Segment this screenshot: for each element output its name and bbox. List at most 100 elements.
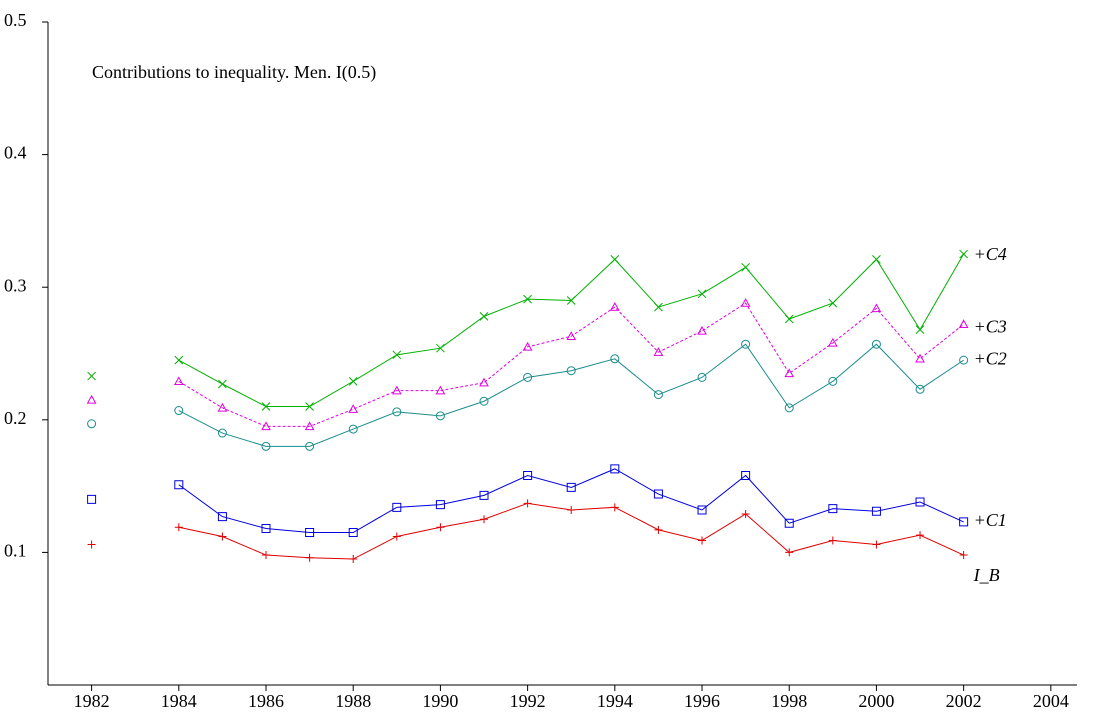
- point-marker: [261, 402, 271, 411]
- x-tick-label: 2004: [1033, 691, 1069, 711]
- point-marker: [480, 515, 489, 524]
- point-marker: [784, 403, 794, 413]
- point-marker: [828, 536, 837, 545]
- point-marker: [522, 341, 533, 351]
- point-marker: [523, 372, 533, 382]
- point-marker: [697, 325, 707, 335]
- point-marker: [86, 394, 97, 404]
- point-marker: [523, 294, 532, 304]
- point-marker: [392, 502, 402, 512]
- point-marker: [698, 536, 707, 545]
- point-marker: [697, 505, 707, 515]
- point-marker: [916, 531, 925, 540]
- point-marker: [828, 298, 838, 308]
- point-marker: [436, 523, 445, 532]
- x-tick-label: 1990: [422, 691, 458, 711]
- point-marker: [305, 402, 314, 411]
- point-marker: [392, 532, 401, 541]
- point-marker: [784, 368, 795, 378]
- series-label: +C4: [974, 244, 1007, 264]
- point-marker: [785, 548, 794, 557]
- series-label: +C1: [974, 510, 1007, 530]
- x-tick-label: 1996: [684, 691, 720, 711]
- point-marker: [609, 302, 620, 311]
- x-tick-label: 1986: [248, 691, 284, 711]
- point-marker: [217, 428, 227, 438]
- point-marker: [174, 406, 184, 416]
- series-label: I_B: [973, 565, 1000, 585]
- x-tick-label: 2002: [946, 691, 982, 711]
- point-marker: [915, 353, 925, 363]
- point-marker: [741, 339, 751, 349]
- point-marker: [958, 319, 969, 329]
- point-marker: [392, 350, 402, 360]
- point-marker: [348, 376, 358, 386]
- point-marker: [566, 366, 576, 376]
- point-marker: [174, 355, 184, 365]
- series-line: [178, 253, 965, 408]
- point-marker: [348, 424, 358, 434]
- point-marker: [566, 296, 576, 305]
- point-marker: [523, 499, 532, 508]
- point-marker: [435, 411, 445, 421]
- point-marker: [871, 339, 881, 349]
- point-marker: [305, 441, 315, 451]
- series-line: [178, 302, 964, 427]
- point-marker: [959, 249, 968, 259]
- point-marker: [174, 523, 183, 532]
- point-marker: [217, 512, 227, 522]
- point-marker: [392, 407, 402, 417]
- point-marker: [871, 506, 881, 516]
- point-marker: [784, 314, 794, 324]
- y-tick-label: 0.1: [4, 541, 27, 561]
- point-marker: [305, 553, 314, 562]
- point-marker: [567, 505, 576, 514]
- point-marker: [959, 355, 969, 365]
- point-marker: [305, 528, 315, 538]
- point-marker: [261, 524, 271, 534]
- x-tick-label: 1998: [771, 691, 807, 711]
- point-marker: [261, 421, 271, 431]
- series-line: [178, 343, 964, 447]
- point-marker: [435, 500, 445, 510]
- point-marker: [654, 525, 663, 534]
- series-label: +C3: [974, 316, 1007, 336]
- point-marker: [915, 325, 925, 334]
- point-marker: [479, 377, 489, 387]
- point-marker: [348, 528, 358, 538]
- point-marker: [653, 347, 664, 356]
- point-marker: [435, 385, 446, 395]
- point-marker: [217, 402, 228, 412]
- point-marker: [218, 379, 227, 389]
- point-marker: [436, 343, 445, 353]
- chart-title: Contributions to inequality. Men. I(0.5): [92, 62, 376, 83]
- point-marker: [610, 503, 619, 512]
- point-marker: [391, 385, 402, 395]
- point-marker: [610, 464, 620, 474]
- point-marker: [697, 289, 707, 299]
- point-marker: [959, 517, 969, 527]
- point-marker: [827, 337, 838, 347]
- point-marker: [959, 551, 968, 560]
- point-marker: [697, 372, 707, 382]
- x-tick-label: 1992: [510, 691, 546, 711]
- point-marker: [653, 390, 663, 400]
- y-tick-label: 0.5: [4, 10, 27, 30]
- point-marker: [784, 518, 794, 528]
- point-marker: [87, 371, 96, 381]
- point-marker: [741, 509, 750, 518]
- point-marker: [87, 419, 97, 429]
- x-tick-label: 1982: [74, 691, 110, 711]
- point-marker: [915, 497, 925, 507]
- point-marker: [872, 255, 881, 264]
- point-marker: [479, 312, 489, 321]
- point-marker: [304, 421, 315, 431]
- point-marker: [610, 354, 620, 364]
- point-marker: [610, 255, 620, 264]
- point-marker: [261, 441, 271, 451]
- point-marker: [173, 376, 184, 386]
- point-marker: [741, 470, 751, 480]
- y-tick-label: 0.3: [4, 275, 27, 295]
- x-tick-label: 1988: [335, 691, 371, 711]
